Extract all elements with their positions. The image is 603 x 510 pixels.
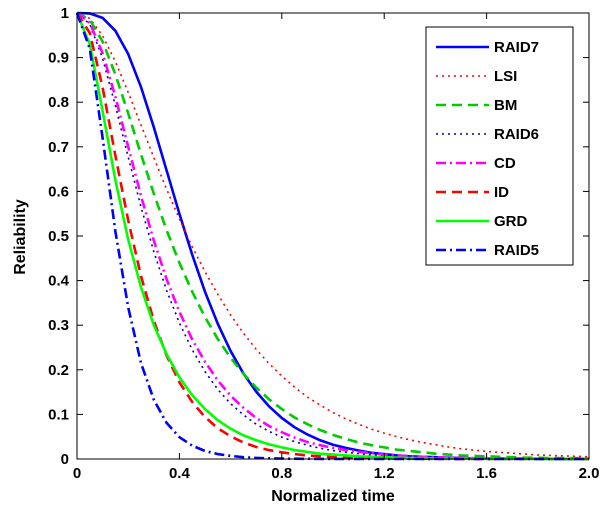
- series-line-lsi: [76, 12, 590, 458]
- legend-box: [425, 26, 574, 266]
- x-tick-label: 1.6: [476, 465, 497, 482]
- x-tick-label: 0: [73, 465, 81, 482]
- y-tick-label: 0.4: [48, 273, 70, 290]
- legend-label-grd: GRD: [494, 213, 528, 230]
- x-axis-label: Normalized time: [271, 488, 395, 505]
- series-line-bm: [76, 11, 590, 460]
- legend-label-bm: BM: [494, 97, 517, 114]
- y-tick-label: 0.2: [48, 362, 69, 379]
- legend-label-raid5: RAID5: [494, 242, 539, 259]
- axes-layer: 0 0.4 0.8 1.2 1.6 2.0 0 0.1 0.2 0.3 0.4 0.5 0.6 0.7 0.…: [48, 5, 599, 482]
- y-axis-label: Reliability: [12, 199, 29, 275]
- y-tick-label: 0.9: [48, 50, 69, 67]
- legend-label-id: ID: [494, 184, 509, 201]
- y-tick-label: 0: [61, 451, 69, 468]
- x-tick-label: 0.4: [169, 465, 191, 482]
- y-tick-label: 1: [61, 5, 69, 22]
- legend: RAID7 LSI BM RAID6 CD ID GRD RAID5: [425, 26, 574, 266]
- y-tick-label: 0.8: [48, 94, 69, 111]
- legend-label-raid7: RAID7: [494, 39, 539, 56]
- x-tick-label: 2.0: [579, 465, 600, 482]
- x-tick-label: 0.8: [271, 465, 292, 482]
- legend-label-lsi: LSI: [494, 68, 517, 85]
- y-tick-label: 0.1: [48, 406, 69, 423]
- legend-label-raid6: RAID6: [494, 126, 539, 143]
- x-tick-label: 1.2: [374, 465, 395, 482]
- y-tick-label: 0.3: [48, 317, 69, 334]
- y-tick-label: 0.7: [48, 139, 69, 156]
- y-tick-label: 0.5: [48, 228, 69, 245]
- y-tick-label: 0.6: [48, 183, 69, 200]
- legend-label-cd: CD: [494, 155, 516, 172]
